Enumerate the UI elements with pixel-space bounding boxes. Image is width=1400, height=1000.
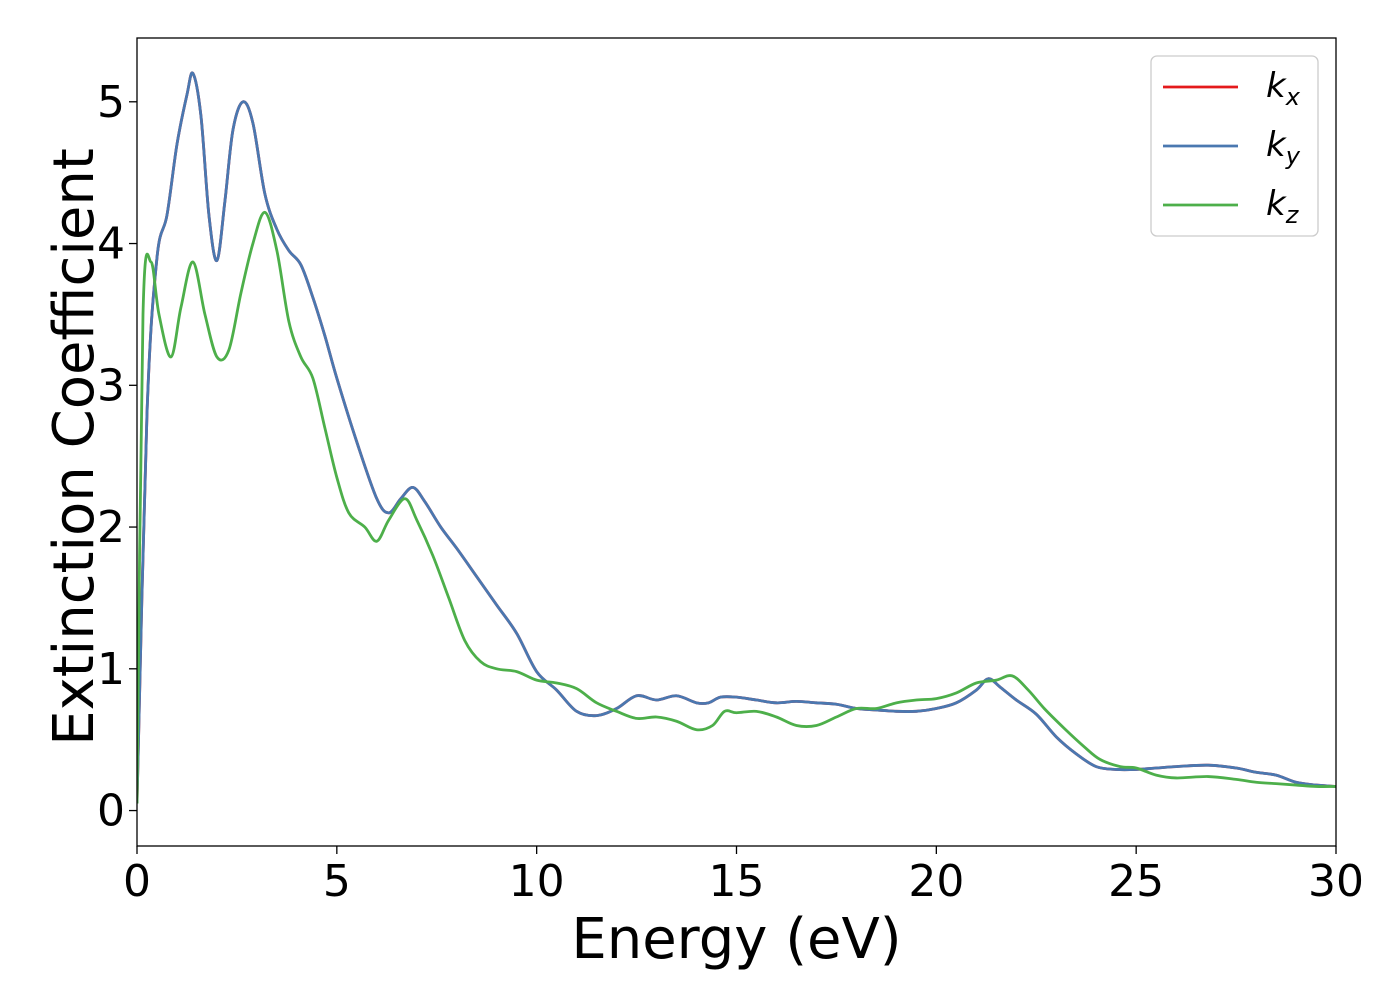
x-tick-label: 15 xyxy=(709,856,765,907)
y-tick-label: 2 xyxy=(97,502,125,553)
y-tick-label: 3 xyxy=(97,360,125,411)
legend: kx ky kz xyxy=(1150,55,1319,237)
series-layer xyxy=(137,71,1336,804)
series-line-z xyxy=(137,210,1336,804)
x-tick-label: 0 xyxy=(123,856,151,907)
x-tick-label: 5 xyxy=(323,856,351,907)
legend-label-z: kz xyxy=(1266,184,1300,229)
x-tick-label: 25 xyxy=(1108,856,1164,907)
y-tick-label: 4 xyxy=(97,219,125,270)
x-axis: 0 5 10 15 20 25 30 xyxy=(123,846,1364,907)
x-tick-label: 30 xyxy=(1308,856,1364,907)
legend-label-x: kx xyxy=(1266,66,1301,111)
y-axis-label: Extinction Coefficient xyxy=(42,148,107,746)
y-tick-label: 5 xyxy=(97,77,125,128)
legend-label-y: ky xyxy=(1266,125,1301,170)
y-tick-label: 0 xyxy=(97,786,125,837)
x-tick-label: 20 xyxy=(908,856,964,907)
x-tick-label: 10 xyxy=(509,856,565,907)
series-line-y xyxy=(137,71,1336,804)
y-tick-label: 1 xyxy=(97,644,125,695)
x-axis-label: Energy (eV) xyxy=(571,907,901,972)
y-axis: 0 1 2 3 4 5 xyxy=(97,77,137,837)
